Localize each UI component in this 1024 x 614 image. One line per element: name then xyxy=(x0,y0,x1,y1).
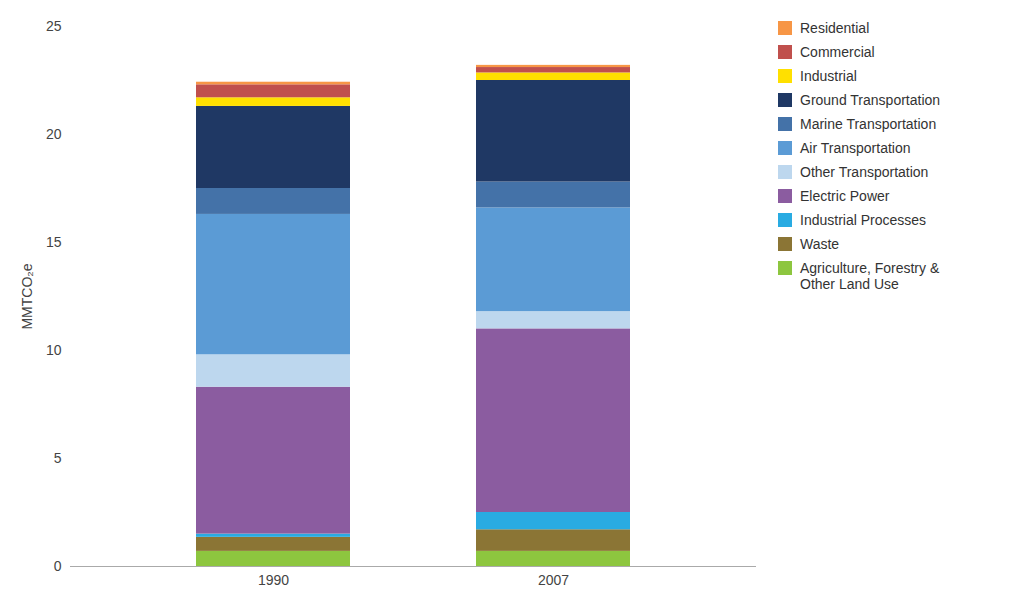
html-text:Industrial Processes: Industrial Processes xyxy=(800,212,927,228)
svg-text:10: 10 xyxy=(46,342,62,358)
html-text:Marine Transportation: Marine Transportation xyxy=(800,116,937,132)
html-text:Electric Power: Electric Power xyxy=(800,188,890,204)
html-text:Residential: Residential xyxy=(800,20,870,36)
html-text:Other Transportation: Other Transportation xyxy=(800,164,929,180)
svg-text:0: 0 xyxy=(54,558,62,574)
svg-text:25: 25 xyxy=(46,18,62,34)
svg-text:2007: 2007 xyxy=(538,572,569,588)
svg-text:15: 15 xyxy=(46,234,62,250)
svg-text:5: 5 xyxy=(54,450,62,466)
html-text:Commercial: Commercial xyxy=(800,44,875,60)
svg-text:MMTCO₂e: MMTCO₂e xyxy=(19,263,35,329)
svg-text:1990: 1990 xyxy=(258,572,289,588)
html-text:Air Transportation: Air Transportation xyxy=(800,140,911,156)
html-text:Industrial: Industrial xyxy=(800,68,857,84)
html-text:Agriculture, Forestry & Other: Agriculture, Forestry & Other Land Use xyxy=(800,260,940,292)
html-text:Ground Transportation: Ground Transportation xyxy=(800,92,941,108)
html-text:Waste: Waste xyxy=(800,236,840,252)
svg-text:20: 20 xyxy=(46,126,62,142)
